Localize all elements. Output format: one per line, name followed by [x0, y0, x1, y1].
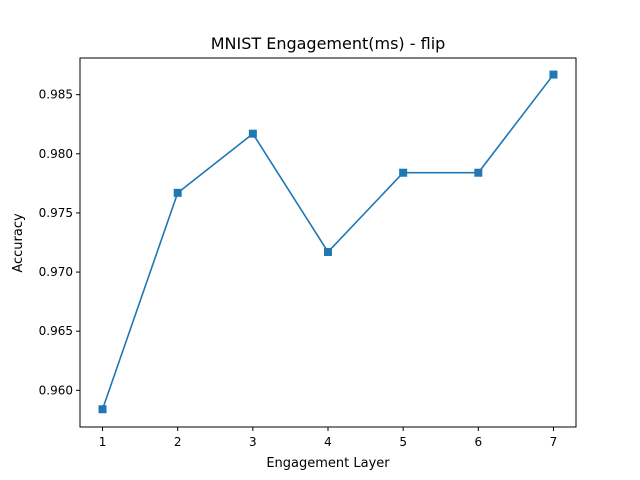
data-point-marker — [324, 247, 332, 256]
x-tick-label: 3 — [249, 435, 257, 449]
x-tick-label: 2 — [174, 435, 182, 449]
x-tick-label: 7 — [550, 435, 558, 449]
data-point-marker — [549, 70, 558, 79]
x-tick-label: 6 — [474, 435, 482, 449]
y-tick-label: 0.985 — [39, 88, 73, 102]
y-axis-ticks: 0.960 0.965 0.970 0.975 0.980 0.985 — [39, 88, 80, 397]
y-tick-label: 0.975 — [39, 206, 73, 220]
chart-title: MNIST Engagement(ms) - flip — [211, 34, 446, 53]
data-point-marker — [474, 168, 483, 177]
x-tick-label: 5 — [399, 435, 407, 449]
data-point-marker — [98, 405, 107, 414]
y-tick-label: 0.980 — [39, 147, 73, 161]
data-point-marker — [248, 129, 257, 138]
x-axis-label: Engagement Layer — [266, 456, 390, 471]
y-tick-label: 0.970 — [39, 265, 73, 279]
x-tick-label: 1 — [99, 435, 107, 449]
y-axis-label: Accuracy — [11, 213, 26, 273]
x-axis-ticks: 1 2 3 4 5 6 7 — [99, 427, 558, 449]
plot-area — [98, 70, 558, 414]
data-point-marker — [173, 188, 182, 197]
y-tick-label: 0.965 — [39, 324, 73, 338]
x-tick-label: 4 — [324, 435, 332, 449]
plot-frame — [79, 57, 577, 428]
y-tick-label: 0.960 — [39, 383, 73, 397]
data-point-marker — [399, 168, 408, 177]
